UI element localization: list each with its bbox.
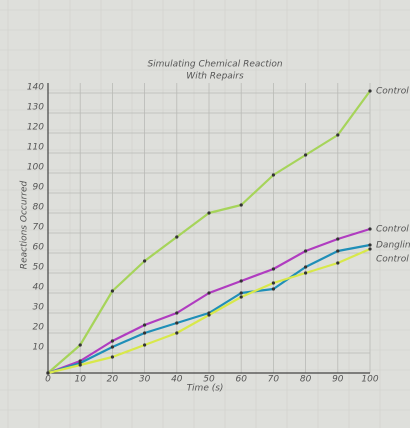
- data-point: [175, 321, 178, 324]
- legend-label: Dangling: [376, 241, 410, 251]
- data-point: [240, 203, 243, 206]
- data-point: [143, 343, 146, 346]
- data-point: [79, 363, 82, 366]
- y-tick-label: 60: [33, 243, 45, 253]
- data-point: [143, 259, 146, 262]
- data-point: [272, 267, 275, 270]
- data-point: [175, 235, 178, 238]
- data-point: [46, 371, 49, 374]
- y-tick-label: 50: [33, 263, 45, 273]
- y-tick-label: 10: [33, 343, 45, 353]
- y-tick-label: 20: [33, 323, 45, 333]
- data-point: [272, 281, 275, 284]
- y-tick-label: 30: [33, 303, 45, 313]
- legend-label: Control: [376, 225, 409, 235]
- x-tick-label: 80: [300, 375, 312, 385]
- chart: Simulating Chemical Reaction With Repair…: [0, 0, 410, 428]
- x-tick-label: 70: [268, 375, 280, 385]
- y-tick-label: 130: [27, 103, 44, 113]
- data-point: [368, 247, 371, 250]
- data-point: [368, 227, 371, 230]
- y-tick-label: 120: [27, 123, 44, 133]
- data-point: [336, 249, 339, 252]
- data-point: [272, 173, 275, 176]
- x-axis-label: Time (s): [187, 384, 224, 394]
- data-point: [175, 331, 178, 334]
- data-point: [111, 289, 114, 292]
- y-tick-label: 70: [33, 223, 45, 233]
- x-tick-label: 0: [45, 375, 51, 385]
- data-point: [304, 249, 307, 252]
- data-point: [79, 343, 82, 346]
- data-point: [336, 133, 339, 136]
- data-point: [304, 271, 307, 274]
- x-tick-label: 30: [139, 375, 151, 385]
- x-tick-label: 10: [74, 375, 86, 385]
- y-axis-label: Reactions Occurred: [20, 181, 30, 270]
- y-tick-label: 100: [27, 163, 44, 173]
- data-point: [207, 313, 210, 316]
- data-point: [240, 295, 243, 298]
- chart-subtitle: With Repairs: [186, 72, 244, 82]
- data-point: [304, 153, 307, 156]
- chart-title: Simulating Chemical Reaction: [147, 60, 282, 70]
- data-point: [111, 355, 114, 358]
- data-point: [143, 331, 146, 334]
- data-point: [207, 211, 210, 214]
- data-point: [240, 279, 243, 282]
- legend-label: Control (white): [376, 255, 410, 265]
- x-tick-label: 60: [235, 375, 247, 385]
- data-point: [240, 291, 243, 294]
- data-point: [111, 345, 114, 348]
- x-tick-label: 20: [107, 375, 119, 385]
- data-point: [336, 237, 339, 240]
- y-tick-label: 110: [27, 143, 44, 153]
- data-point: [304, 265, 307, 268]
- x-tick-label: 100: [361, 375, 378, 385]
- x-tick-label: 50: [203, 375, 215, 385]
- data-point: [368, 89, 371, 92]
- x-tick-label: 90: [332, 375, 344, 385]
- data-point: [143, 323, 146, 326]
- data-point: [175, 311, 178, 314]
- data-point: [272, 287, 275, 290]
- y-tick-label: 90: [33, 183, 45, 193]
- data-point: [368, 243, 371, 246]
- data-point: [111, 339, 114, 342]
- data-point: [207, 291, 210, 294]
- legend-label: Control: [376, 87, 409, 97]
- y-tick-label: 80: [33, 203, 45, 213]
- data-point: [336, 261, 339, 264]
- x-tick-label: 40: [171, 375, 183, 385]
- y-tick-label: 140: [27, 83, 44, 93]
- y-tick-label: 40: [33, 283, 45, 293]
